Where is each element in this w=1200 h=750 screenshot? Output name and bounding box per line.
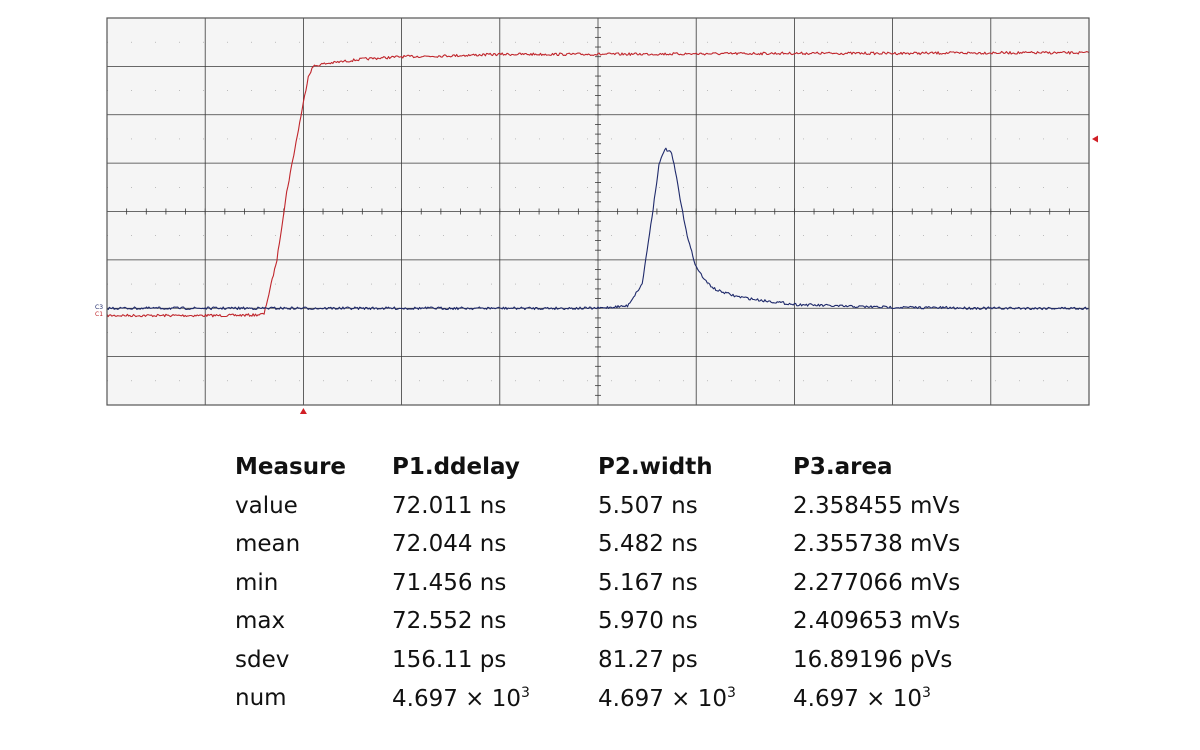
cell-p3: 2.277066 mVs [793, 569, 961, 596]
measurement-table: Measure P1.ddelay P2.width P3.area value… [228, 448, 1013, 718]
cell-p2: 4.697 × 103 [598, 679, 793, 718]
row-label: num [235, 685, 287, 712]
header-measure: Measure [235, 454, 347, 481]
table-row: num 4.697 × 103 4.697 × 103 4.697 × 103 [228, 679, 1013, 718]
cell-p1: 72.011 ns [392, 492, 507, 519]
exponent: 3 [521, 684, 530, 701]
channel-label-c3: C3 [95, 304, 103, 311]
table-header-row: Measure P1.ddelay P2.width P3.area [228, 448, 1013, 487]
cell-p2: 5.482 ns [598, 531, 698, 558]
row-label: value [235, 492, 298, 519]
cell-p3: 4.697 × 103 [793, 679, 1013, 718]
row-label: mean [235, 531, 301, 558]
cell-p2: 5.167 ns [598, 569, 698, 596]
table-row: sdev 156.11 ps 81.27 ps 16.89196 pVs [228, 641, 1013, 680]
trigger-position-marker [299, 408, 307, 414]
row-label: max [235, 608, 286, 635]
cell-p2: 5.970 ns [598, 608, 698, 635]
channel-label-c1: C1 [95, 311, 103, 318]
trace-step-red [106, 50, 1090, 318]
table-row: value 72.011 ns 5.507 ns 2.358455 mVs [228, 487, 1013, 526]
mantissa: 4.697 × 10 [392, 685, 522, 712]
cell-p1: 71.456 ns [392, 569, 507, 596]
table-row: min 71.456 ns 5.167 ns 2.277066 mVs [228, 564, 1013, 603]
mantissa: 4.697 × 10 [793, 685, 923, 712]
table-row: mean 72.044 ns 5.482 ns 2.355738 mVs [228, 525, 1013, 564]
trigger-level-marker [1092, 135, 1098, 143]
row-label: min [235, 569, 279, 596]
header-p2: P2.width [598, 454, 713, 481]
row-label: sdev [235, 646, 290, 673]
exponent: 3 [922, 684, 931, 701]
exponent: 3 [727, 684, 736, 701]
cell-p1: 72.552 ns [392, 608, 507, 635]
oscilloscope-plot: C3 C1 [95, 17, 1098, 414]
table-row: max 72.552 ns 5.970 ns 2.409653 mVs [228, 602, 1013, 641]
plot-frame [106, 17, 1090, 406]
cell-p1: 156.11 ps [392, 646, 507, 673]
mantissa: 4.697 × 10 [598, 685, 728, 712]
header-p3: P3.area [793, 454, 893, 481]
traces [106, 50, 1090, 318]
cell-p1: 72.044 ns [392, 531, 507, 558]
cell-p2: 81.27 ps [598, 646, 698, 673]
cell-p3: 2.358455 mVs [793, 492, 961, 519]
axis-ticks [106, 17, 1090, 406]
cell-p2: 5.507 ns [598, 492, 698, 519]
cell-p3: 2.355738 mVs [793, 531, 961, 558]
cell-p1: 4.697 × 103 [392, 679, 598, 718]
cell-p3: 16.89196 pVs [793, 646, 953, 673]
cell-p3: 2.409653 mVs [793, 608, 961, 635]
trace-pulse-blue [106, 147, 1090, 311]
header-p1: P1.ddelay [392, 454, 520, 481]
